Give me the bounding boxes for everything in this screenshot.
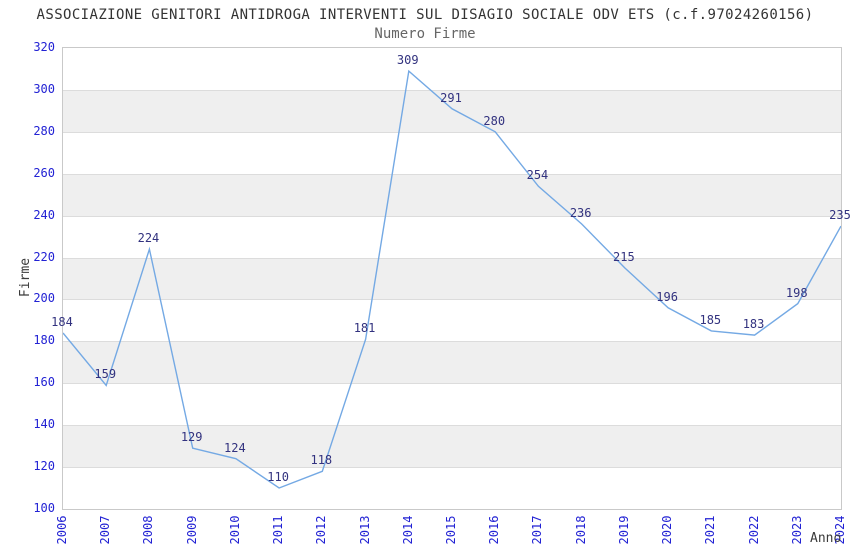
- x-tick-label: 2009: [184, 515, 199, 545]
- x-tick-label: 2014: [400, 515, 415, 545]
- y-tick-label: 120: [33, 459, 55, 474]
- data-label: 235: [829, 208, 850, 223]
- h-gridline: [63, 425, 841, 427]
- y-tick-label: 300: [33, 81, 55, 96]
- data-label: 124: [224, 440, 246, 455]
- data-label: 183: [742, 317, 765, 332]
- data-label: 280: [483, 113, 506, 128]
- data-label: 198: [785, 285, 808, 300]
- y-tick-label: 240: [33, 207, 55, 222]
- data-label: 236: [569, 206, 592, 221]
- h-gridline: [63, 131, 841, 133]
- x-tick-label: 2010: [227, 515, 242, 545]
- chart-subtitle: Numero Firme: [374, 26, 476, 42]
- data-label: 181: [353, 321, 376, 336]
- data-label: 224: [137, 231, 160, 246]
- data-label: 184: [51, 314, 73, 329]
- y-tick-label: 200: [33, 291, 55, 306]
- h-gridline: [63, 299, 841, 301]
- x-tick-label: 2017: [530, 515, 545, 545]
- h-gridline: [63, 341, 841, 343]
- grid-band: [63, 257, 841, 300]
- data-label: 185: [699, 312, 722, 327]
- data-label: 215: [613, 250, 635, 265]
- y-tick-label: 100: [33, 501, 55, 515]
- data-label: 309: [396, 53, 419, 68]
- x-tick-label: 2023: [789, 515, 804, 545]
- h-gridline: [63, 467, 841, 469]
- data-label: 254: [526, 168, 549, 183]
- x-axis-label: Anno: [810, 531, 842, 546]
- data-label: 159: [94, 367, 117, 382]
- x-tick-label: 2008: [141, 515, 156, 545]
- x-tick-label: 2021: [703, 515, 718, 545]
- grid-band: [63, 341, 841, 384]
- y-tick-label: 180: [33, 333, 55, 348]
- x-tick-label: 2018: [573, 515, 588, 545]
- data-label: 110: [267, 470, 289, 485]
- x-tick-label: 2006: [55, 515, 69, 545]
- h-gridline: [63, 173, 841, 175]
- x-tick-label: 2007: [98, 515, 113, 545]
- chart-title: ASSOCIAZIONE GENITORI ANTIDROGA INTERVEN…: [36, 7, 814, 23]
- plot-area: [62, 47, 842, 510]
- x-tick-label: 2011: [271, 515, 286, 545]
- h-gridline: [63, 215, 841, 217]
- y-tick-label: 280: [33, 123, 55, 138]
- h-gridline: [63, 89, 841, 91]
- grid-band: [63, 173, 841, 216]
- series-line-svg: [63, 69, 841, 489]
- x-tick-label: 2016: [487, 515, 502, 545]
- h-gridline: [63, 257, 841, 259]
- y-axis-label: Firme: [18, 257, 34, 297]
- h-gridline: [63, 383, 841, 385]
- y-tick-label: 160: [33, 375, 55, 390]
- data-label: 118: [310, 453, 333, 468]
- data-label: 129: [180, 430, 203, 445]
- y-tick-label: 320: [33, 40, 55, 54]
- x-tick-label: 2019: [616, 515, 631, 545]
- x-tick-label: 2022: [746, 515, 761, 545]
- data-label: 291: [440, 90, 462, 105]
- x-tick-label: 2020: [660, 515, 675, 545]
- y-tick-label: 220: [33, 249, 55, 264]
- x-tick-label: 2012: [314, 515, 329, 545]
- x-tick-label: 2013: [357, 515, 372, 545]
- x-tick-label: 2015: [444, 515, 458, 545]
- y-tick-label: 260: [33, 165, 55, 180]
- series-line: [63, 69, 841, 489]
- y-tick-label: 140: [33, 417, 55, 432]
- grid-band: [63, 89, 841, 132]
- data-label: 196: [656, 289, 678, 304]
